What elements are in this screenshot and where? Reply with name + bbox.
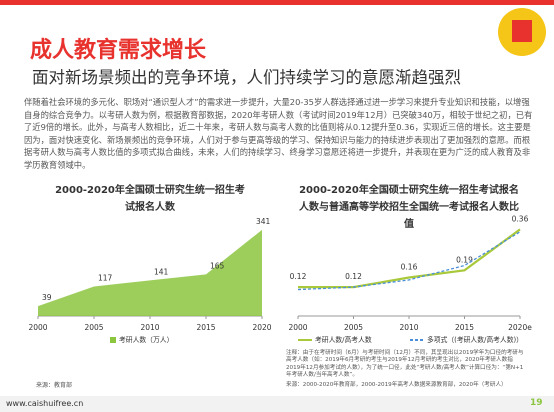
x-tick-label: 2010 [140,323,159,332]
page-number: 19 [530,398,543,408]
data-label: 0.19 [456,255,473,264]
top-bar [0,0,554,5]
area [38,229,262,316]
logo-mark [512,20,532,42]
chart-title: 2000-2020年全国硕士研究生统一招生考试报名人数与普通高等学校招生全国统一… [299,185,519,230]
data-label: 0.16 [401,263,418,272]
x-tick-label: 2015 [455,323,474,332]
data-label: 39 [42,293,52,302]
data-label: 0.12 [345,272,362,281]
data-label: 0.36 [512,214,529,223]
body-text: 伴随着社会环境的多元化、职场对“通识型人才”的需求进一步提升，大量20-35岁人… [24,97,533,170]
x-tick-label: 2020 [252,323,271,332]
legend-swatch [110,337,116,343]
legend-label: 考研人数/高考人数 [315,335,372,344]
legend-label: 考研人数（万人） [119,335,173,344]
x-tick-label: 2005 [344,323,363,332]
chart-title: 2000-2020年全国硕士研究生统一招生考试报名人数 [55,185,245,213]
x-tick-label: 2015 [196,323,215,332]
data-label: 117 [98,273,113,282]
x-tick-label: 2010 [399,323,418,332]
source: 来源：教育部 [36,382,73,389]
footer-bar [0,396,554,412]
notes: 注释：由于在考研时间（6月）与考研时间（12月）不同，其呈现出以2019学年为口… [286,350,524,379]
title: 成人教育需求增长 [30,38,207,63]
data-label: 0.12 [290,272,307,281]
x-tick-label: 2020e [508,323,532,332]
footer-url: www.caishuifree.cn [6,399,84,408]
data-label: 341 [256,217,271,226]
data-label: 165 [210,261,225,270]
line [297,231,521,291]
x-tick-label: 2000 [28,323,47,332]
legend-label: 多项式（(考研人数/高考人数)） [427,335,523,344]
subtitle: 面对新场景频出的竞争环境，人们持续学习的意愿渐趋强烈 [32,68,461,87]
x-tick-label: 2000 [288,323,307,332]
x-tick-label: 2005 [84,323,103,332]
line [298,228,521,289]
data-label: 141 [154,267,169,276]
source: 来源：2000-2020年教育部，2000-2019年高考人数据来源教育部，20… [286,382,507,388]
